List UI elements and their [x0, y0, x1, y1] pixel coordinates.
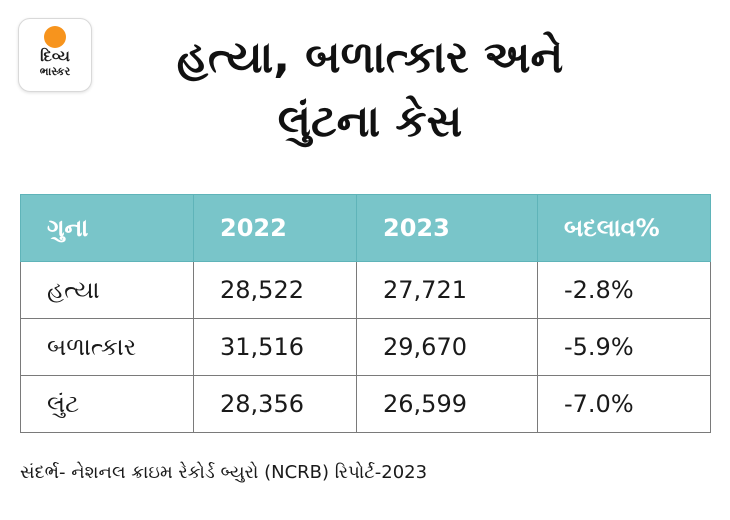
cell-2022: 28,522 — [193, 261, 357, 319]
cell-2022: 28,356 — [193, 375, 357, 433]
table-row: બળાત્કાર 31,516 29,670 -5.9% — [20, 318, 711, 376]
table-row: હત્યા 28,522 27,721 -2.8% — [20, 261, 711, 319]
crime-cases-table: ગુના 2022 2023 બદલાવ% હત્યા 28,522 27,72… — [20, 194, 711, 433]
cell-change: -5.9% — [537, 318, 711, 376]
title-line-2: લુંટના કેસ — [277, 96, 463, 147]
cell-2023: 27,721 — [356, 261, 538, 319]
table-row: લુંટ 28,356 26,599 -7.0% — [20, 375, 711, 433]
cell-crime: હત્યા — [20, 261, 194, 319]
cell-change: -2.8% — [537, 261, 711, 319]
cell-change: -7.0% — [537, 375, 711, 433]
header-change: બદલાવ% — [537, 194, 711, 262]
table-header-row: ગુના 2022 2023 બદલાવ% — [20, 194, 711, 262]
sun-icon — [44, 26, 66, 48]
title-line-1: હત્યા, બળાત્કાર અને — [176, 32, 564, 83]
divya-bhaskar-logo: દિવ્ય ભાસ્કર — [18, 18, 92, 92]
page-title: હત્યા, બળાત્કાર અને લુંટના કેસ — [110, 26, 630, 154]
cell-2023: 26,599 — [356, 375, 538, 433]
cell-crime: લુંટ — [20, 375, 194, 433]
source-note: સંદર્ભ- નેશનલ ક્રાઇમ રેકોર્ડ બ્યુરો (NCR… — [20, 462, 428, 483]
cell-crime: બળાત્કાર — [20, 318, 194, 376]
header-2023: 2023 — [356, 194, 538, 262]
header-crime: ગુના — [20, 194, 194, 262]
header-2022: 2022 — [193, 194, 357, 262]
cell-2022: 31,516 — [193, 318, 357, 376]
logo-text-line-2: ભાસ્કર — [39, 65, 71, 78]
logo-text-line-1: દિવ્ય — [40, 47, 70, 65]
cell-2023: 29,670 — [356, 318, 538, 376]
